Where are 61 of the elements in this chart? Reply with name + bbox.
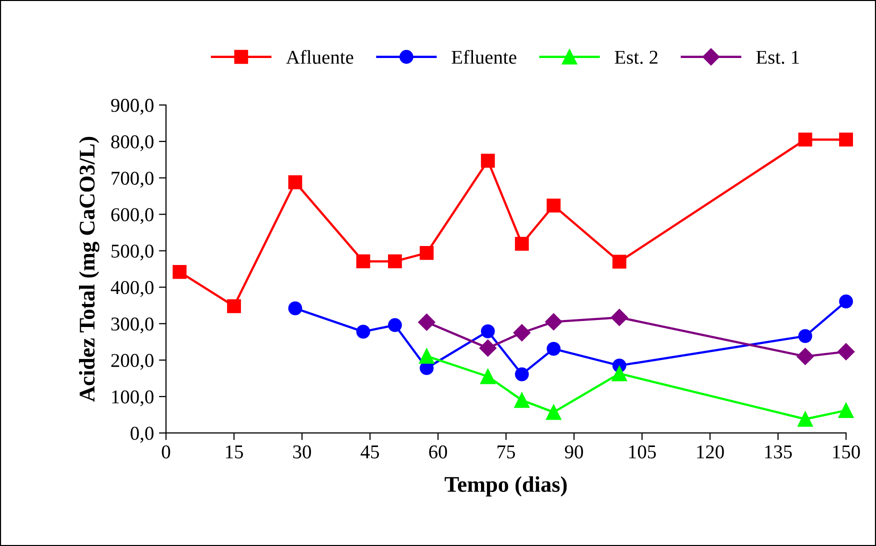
point — [480, 154, 495, 168]
point — [288, 301, 302, 316]
legend-label: Afluente — [286, 50, 354, 64]
y-tick-label: 500,0 — [112, 244, 154, 260]
y-axis-title: Acidez Total (mg CaCO3/L) — [79, 136, 100, 402]
point — [612, 254, 626, 269]
x-tick-label: 135 — [765, 445, 792, 458]
point — [610, 308, 628, 326]
point — [838, 402, 854, 418]
point — [227, 299, 241, 314]
x-tick-label: 120 — [697, 445, 724, 458]
point — [798, 411, 813, 427]
y-tick-label: 300,0 — [111, 317, 154, 334]
point — [546, 198, 561, 213]
point — [514, 236, 529, 251]
x-tick-label: 30 — [293, 445, 311, 458]
point — [837, 343, 855, 360]
point — [356, 254, 370, 268]
y-tick-label: 900,0 — [111, 98, 154, 115]
y-tick-label: 600,0 — [111, 208, 154, 224]
point — [479, 340, 496, 357]
point — [546, 404, 562, 420]
x-tick-label: 75 — [498, 446, 515, 458]
point — [480, 368, 496, 384]
point — [546, 342, 561, 356]
y-tick-label: 0,0 — [130, 426, 154, 443]
point — [798, 132, 812, 147]
x-axis-title: Tempo (dias) — [444, 476, 567, 496]
point — [839, 294, 853, 308]
point — [545, 313, 562, 330]
point — [388, 254, 402, 268]
y-tick-label: 700,0 — [112, 172, 154, 188]
x-tick-label: 15 — [226, 445, 243, 458]
legend-label: Est. 1 — [756, 50, 799, 64]
x-tick-label: 45 — [360, 445, 379, 458]
y-tick-label: 400,0 — [110, 281, 154, 297]
point — [419, 348, 434, 364]
point — [172, 264, 187, 279]
x-tick-label: 90 — [564, 445, 584, 458]
x-tick-label: 60 — [429, 445, 447, 458]
point — [839, 132, 853, 147]
x-tick-label: 105 — [629, 445, 656, 458]
point — [388, 318, 402, 332]
legend-label: Efluente — [452, 50, 516, 64]
point — [796, 348, 814, 365]
y-tick-label: 800,0 — [111, 135, 154, 152]
y-tick-label: 100,0 — [112, 390, 154, 406]
y-tick-label: 200,0 — [111, 354, 154, 370]
x-tick-label: 0 — [162, 445, 170, 458]
point — [356, 324, 370, 339]
point — [418, 314, 436, 331]
point — [514, 367, 529, 382]
point — [420, 246, 434, 260]
point — [612, 366, 627, 382]
point — [798, 329, 812, 343]
point — [480, 324, 495, 338]
point — [288, 175, 302, 190]
legend-label: Est. 2 — [614, 50, 658, 64]
point — [513, 324, 530, 342]
point — [514, 392, 530, 408]
x-tick-label: 150 — [833, 445, 860, 458]
